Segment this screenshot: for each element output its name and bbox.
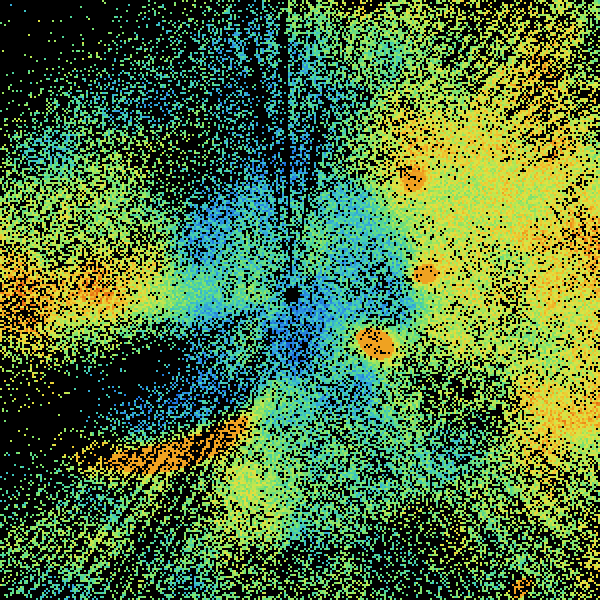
radar-display: [0, 0, 600, 600]
radar-ppi-image: [0, 0, 600, 600]
